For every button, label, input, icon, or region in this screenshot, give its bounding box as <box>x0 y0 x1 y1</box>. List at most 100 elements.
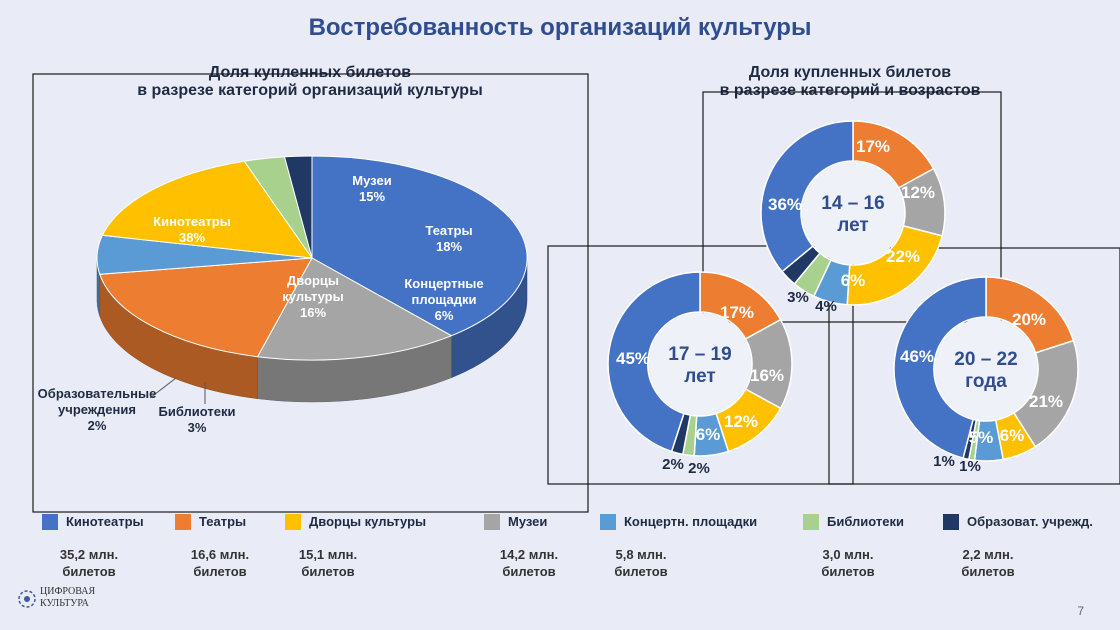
legend-swatch-biblio <box>803 514 819 530</box>
pie-3d-chart: Кинотеатры 38% Музеи 15% Театры 18% Концертные… <box>38 155 528 435</box>
donut-20-22-hole <box>935 318 1037 420</box>
legend-count-kino: 35,2 млн. билетов <box>34 546 144 580</box>
donut-14-16-label-kino: 36% <box>768 195 802 214</box>
donut-17-19-label-biblio: 2% <box>688 460 710 477</box>
legend-count-biblio: 3,0 млн. билетов <box>793 546 903 580</box>
donut-frame-14-16 <box>702 91 1002 323</box>
pie-side-walls <box>96 257 528 403</box>
legend-count-line2: билетов <box>193 564 247 579</box>
legend-label-biblio: Библиотеки <box>827 514 905 529</box>
donut-17-19-hole <box>649 313 751 415</box>
legend-label-koncert: Концертн. площадки <box>624 514 758 529</box>
donut-14-16-label-obraz: 3% <box>787 289 809 306</box>
left-chart-subtitle-line2: в разрезе категорий организаций культуры <box>137 82 483 99</box>
left-chart-frame <box>32 73 589 513</box>
pie-slice-kino <box>311 155 528 337</box>
legend-count-line2: билетов <box>301 564 355 579</box>
pie-label-teatr: Театры 18% <box>425 223 472 254</box>
donut-14-16-slice-kino <box>760 120 854 273</box>
donut-17-19-label-kino: 45% <box>616 349 650 368</box>
right-chart-subtitle-line2: в разрезе категорий и возрастов <box>719 82 981 99</box>
logo-text: ЦИФРОВАЯ КУЛЬТУРА <box>40 586 95 610</box>
donut-20-22-label-teatr: 20% <box>1012 310 1046 329</box>
donut-20-22-center-label: 20 – 22 года <box>954 349 1017 392</box>
left-chart-subtitle: Доля купленных билетов в разрезе категор… <box>60 64 560 100</box>
donut-frame-20-22 <box>828 247 1120 485</box>
logo-emblem-icon <box>18 590 36 608</box>
donut-17-19-label-teatr: 17% <box>720 303 754 322</box>
logo-line1: ЦИФРОВАЯ <box>40 586 96 597</box>
legend-label-kino: Кинотеатры <box>66 514 144 529</box>
legend-count-muzei: 14,2 млн. билетов <box>474 546 584 580</box>
legend-swatch-teatr <box>175 514 191 530</box>
legend-count-line1: 16,6 млн. <box>190 547 250 562</box>
legend-count-line1: 2,2 млн. <box>962 547 1014 562</box>
pie-slice-teatr <box>99 257 313 358</box>
donut-20-22-label-obraz: 1% <box>933 453 955 470</box>
donut-17-19-label-obraz: 2% <box>662 456 684 473</box>
page-title: Востребованность организаций культуры <box>308 14 812 41</box>
donut-14-16-label-teatr: 17% <box>856 137 890 156</box>
legend-label-muzei: Музеи <box>508 514 548 529</box>
donut-20-22: 20 – 22 года 20% 21%6% 5% 1%1% 46% <box>893 276 1079 475</box>
legend-count-line1: 15,1 млн. <box>298 547 358 562</box>
legend-count-line2: билетов <box>821 564 875 579</box>
logo-line2: КУЛЬТУРА <box>40 598 89 609</box>
right-chart-subtitle: Доля купленных билетов в разрезе категор… <box>640 64 1060 100</box>
donut-14-16-hole <box>802 162 904 264</box>
pie-label-kino: Кинотеатры 38% <box>153 214 231 245</box>
donut-frame-17-19 <box>547 245 854 485</box>
leader-obraz <box>149 377 177 399</box>
legend-count-obraz: 2,2 млн. билетов <box>933 546 1043 580</box>
legend-swatch-kino <box>42 514 58 530</box>
donut-20-22-slice-kino <box>893 276 987 460</box>
right-chart-subtitle-line1: Доля купленных билетов <box>748 64 952 81</box>
donut-17-19-slice-kino <box>607 271 701 453</box>
legend-count-koncert: 5,8 млн. билетов <box>586 546 696 580</box>
left-chart-subtitle-line1: Доля купленных билетов <box>208 64 412 81</box>
pie-slice-dvorcy <box>101 160 314 259</box>
legend-count-line2: билетов <box>62 564 116 579</box>
legend-count-line1: 35,2 млн. <box>59 547 119 562</box>
pie-label-muzei: Музеи 15% <box>352 173 391 204</box>
donut-17-19-label-muzei: 16% <box>750 366 784 385</box>
legend-count-line2: билетов <box>502 564 556 579</box>
donut-14-16: 14 – 16 лет 17% 12% 22% 6%4% 3% 36% <box>760 120 946 315</box>
legend-swatch-koncert <box>600 514 616 530</box>
legend-count-teatr: 16,6 млн. билетов <box>165 546 275 580</box>
legend-count-line2: билетов <box>961 564 1015 579</box>
donut-17-19: 17 – 19 лет 17% 16% 12%6% 2%2% 45% <box>607 271 793 477</box>
donut-20-22-label-dvorcy: 6% <box>1000 426 1025 445</box>
legend-count-line1: 5,8 млн. <box>615 547 667 562</box>
legend-count-line1: 14,2 млн. <box>499 547 559 562</box>
pie-label-obraz: Образовательные учреждения 2% <box>38 386 157 433</box>
legend-swatch-muzei <box>484 514 500 530</box>
page-number: 7 <box>1077 604 1084 618</box>
donut-14-16-center-label: 14 – 16 лет <box>821 193 884 236</box>
pie-label-dvorcy: Дворцы культуры 16% <box>282 273 343 320</box>
pie-slice-muzei <box>256 257 453 361</box>
pie-label-koncert: Концертные площадки 6% <box>404 276 483 323</box>
pie-slice-obraz <box>283 155 313 259</box>
donut-14-16-label-dvorcy: 22% <box>886 247 920 266</box>
pie-label-biblio: Библиотеки 3% <box>158 404 235 435</box>
legend-label-teatr: Театры <box>199 514 247 529</box>
donut-17-19-label-koncert: 6% <box>696 425 721 444</box>
legend-count-line2: билетов <box>614 564 668 579</box>
legend-count-line1: 3,0 млн. <box>822 547 874 562</box>
legend-swatch-dvorcy <box>285 514 301 530</box>
legend-count-dvorcy: 15,1 млн. билетов <box>273 546 383 580</box>
donut-17-19-label-dvorcy: 12% <box>724 412 758 431</box>
donut-20-22-label-koncert: 5% <box>969 428 994 447</box>
donut-17-19-center-label: 17 – 19 лет <box>668 344 731 387</box>
donut-20-22-label-muzei: 21% <box>1029 392 1063 411</box>
legend-swatch-obraz <box>943 514 959 530</box>
logo: ЦИФРОВАЯ КУЛЬТУРА <box>18 586 138 614</box>
legend-label-dvorcy: Дворцы культуры <box>309 514 427 529</box>
donut-14-16-label-muzei: 12% <box>901 183 935 202</box>
legend-label-obraz: Образоват. учрежд. <box>967 514 1093 529</box>
donut-20-22-label-kino: 46% <box>900 347 934 366</box>
donut-14-16-label-biblio: 4% <box>815 298 837 315</box>
